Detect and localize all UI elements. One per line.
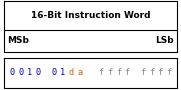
Text: MSb: MSb [7,36,29,45]
Text: f: f [116,68,121,77]
Text: d: d [69,68,74,77]
Text: a: a [77,68,83,77]
Text: f: f [107,68,112,77]
Text: 16-Bit Instruction Word: 16-Bit Instruction Word [31,11,150,20]
Text: 0: 0 [51,68,57,77]
Text: f: f [166,68,171,77]
Text: f: f [98,68,104,77]
Text: f: f [157,68,163,77]
Text: 0: 0 [18,68,24,77]
Text: 0: 0 [10,68,15,77]
Text: LSb: LSb [155,36,174,45]
Text: 1: 1 [27,68,32,77]
Text: 0: 0 [36,68,41,77]
Text: f: f [140,68,145,77]
Text: f: f [149,68,154,77]
Text: f: f [124,68,130,77]
Text: 1: 1 [60,68,65,77]
